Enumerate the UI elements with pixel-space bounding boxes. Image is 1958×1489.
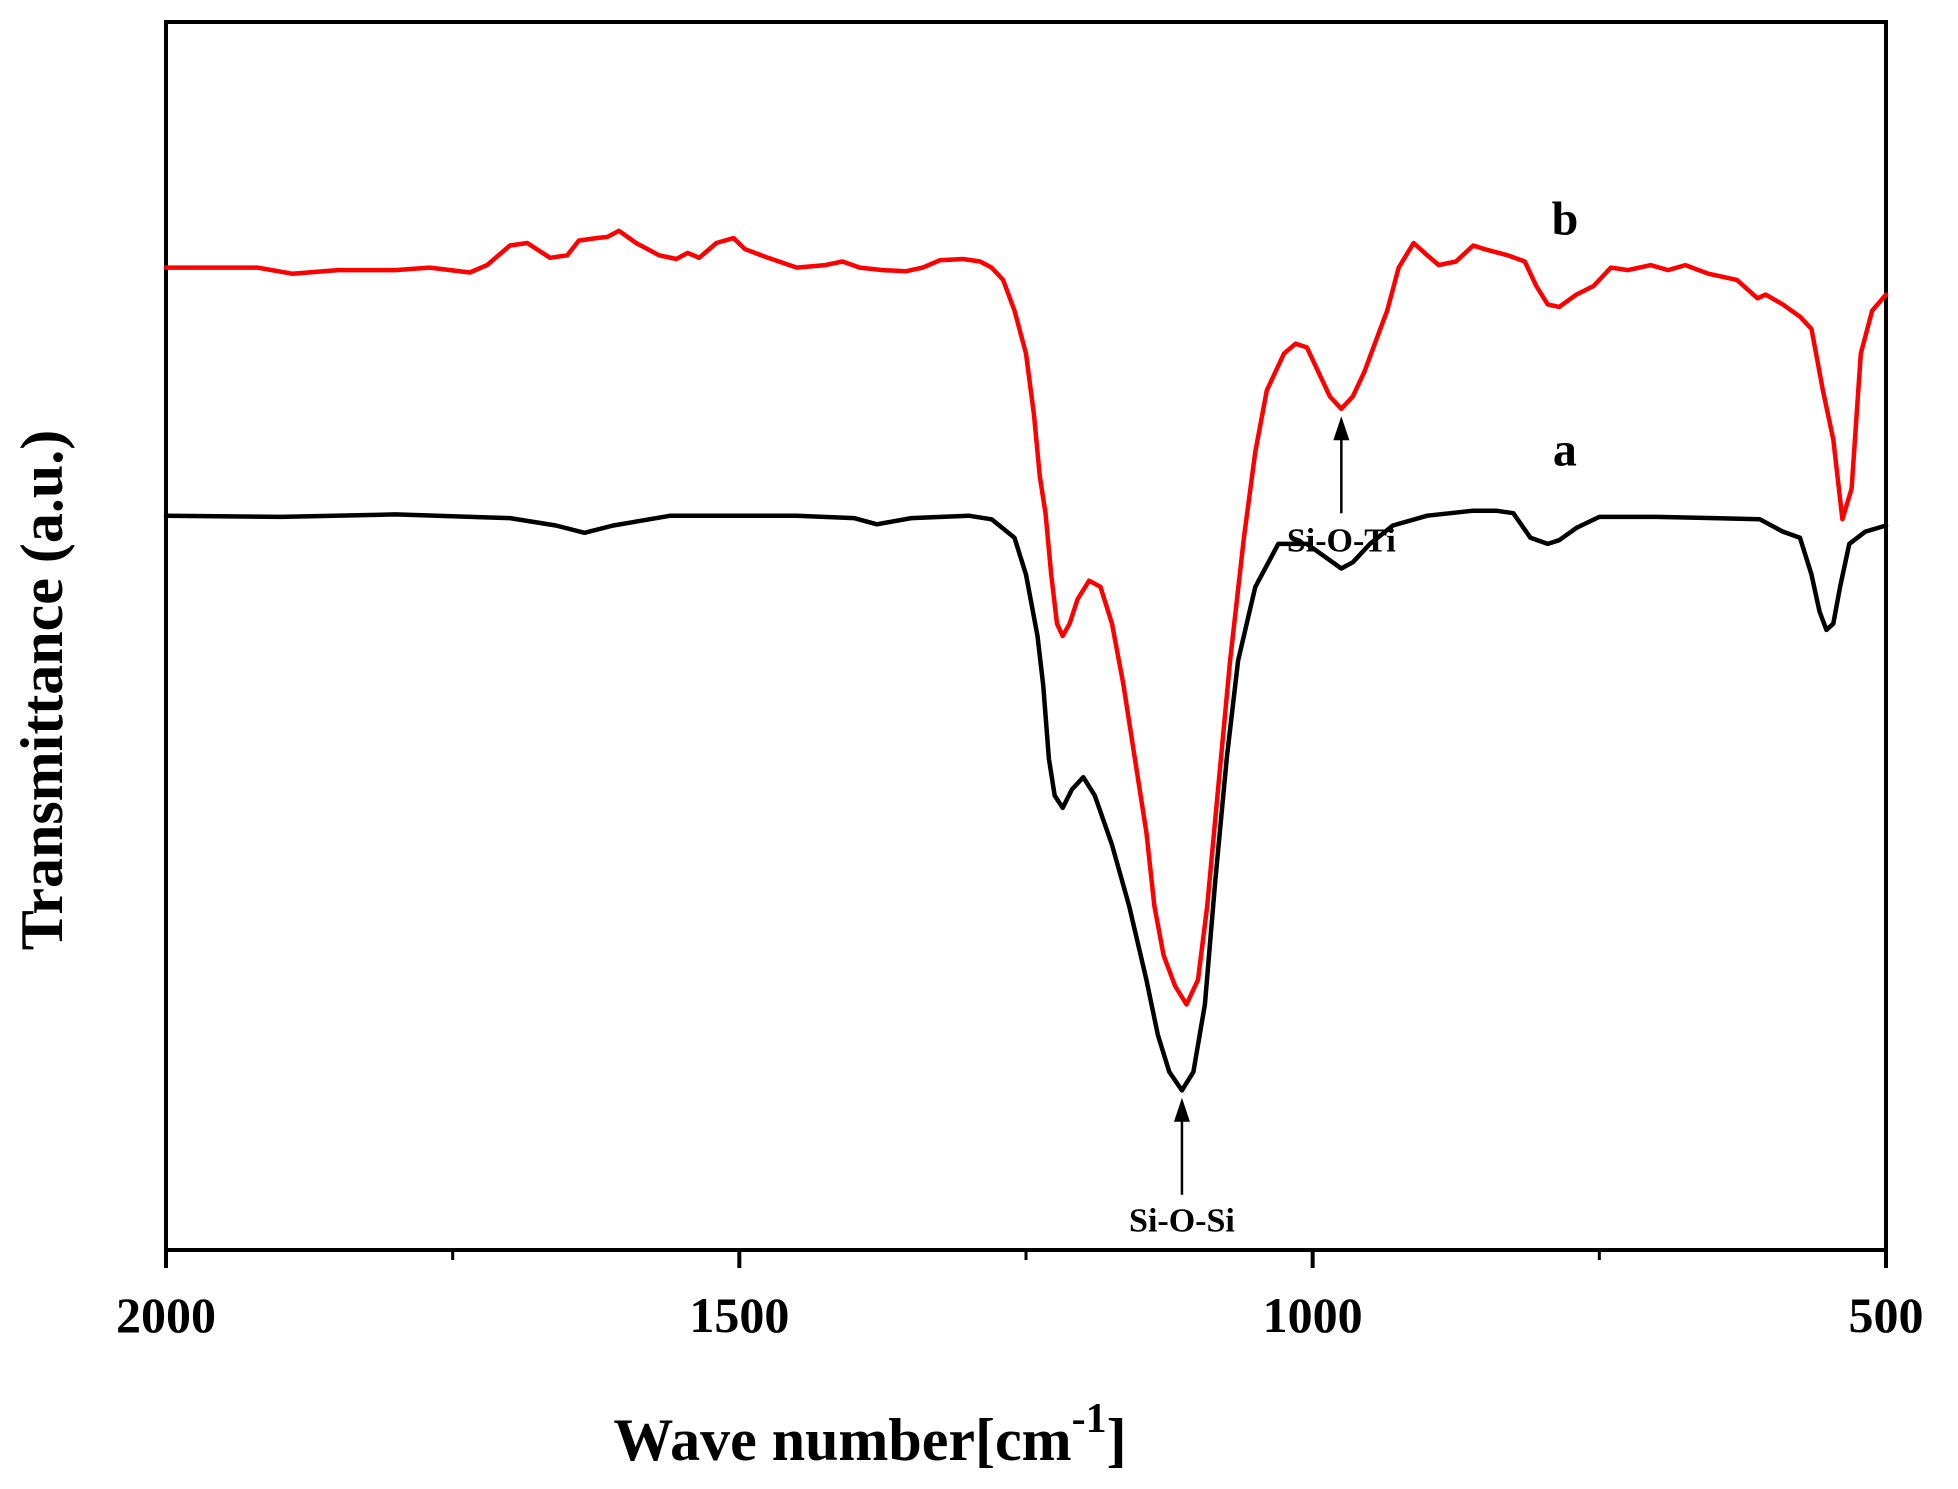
labels: Transmittance (a.u.) Wave number[cm-1] a… [9,193,1578,1473]
series-layer [163,228,1889,1093]
x-axis-title-superscript: -1 [1072,1396,1107,1442]
x-axis-title-main: Wave number[cm [613,1407,1071,1473]
curve-label-b: b [1552,193,1579,246]
annotation-label: Si-O-Ti [1287,522,1396,559]
annotation-arrow-head [1333,416,1350,441]
series-line-a [163,508,1889,1093]
annotation-label: Si-O-Si [1129,1203,1235,1240]
annotations: Si-O-Si Si-O-Ti [1129,416,1396,1240]
y-axis-title: Transmittance (a.u.) [9,430,75,951]
x-axis-title-close: ] [1107,1407,1127,1473]
x-tick-label: 2000 [116,1287,216,1343]
annotation-arrow-head [1173,1097,1190,1122]
x-tick-label: 500 [1849,1287,1924,1343]
series-line-b [163,228,1889,1007]
x-tick-label: 1500 [689,1287,789,1343]
plot-frame [164,20,1888,1252]
x-axis-title: Wave number[cm-1] [613,1396,1126,1473]
x-tick-label: 1000 [1263,1287,1363,1343]
curve-label-a: a [1553,423,1577,476]
axes: 2000 1500 1000 500 [116,20,1924,1343]
